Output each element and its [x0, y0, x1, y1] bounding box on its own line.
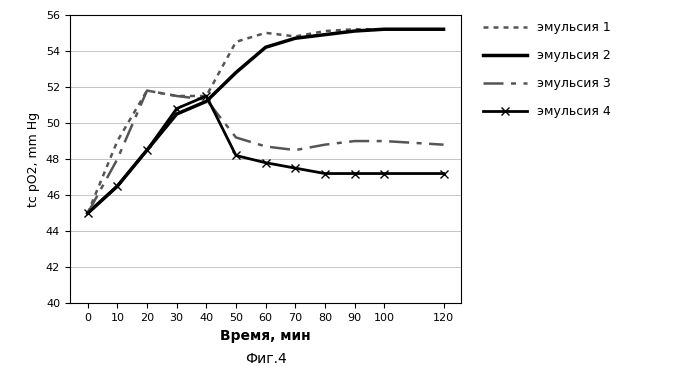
эмульсия 4: [350, 171, 359, 176]
эмульсия 2: [143, 148, 151, 152]
эмульсия 1: [350, 27, 359, 31]
Line: эмульсия 4: эмульсия 4: [83, 92, 448, 218]
X-axis label: Время, мин: Время, мин: [220, 329, 311, 343]
эмульсия 2: [113, 184, 122, 188]
эмульсия 1: [261, 31, 270, 35]
эмульсия 4: [321, 171, 329, 176]
эмульсия 1: [291, 34, 299, 38]
эмульсия 1: [113, 139, 122, 143]
Line: эмульсия 3: эмульсия 3: [87, 91, 444, 213]
эмульсия 3: [291, 148, 299, 152]
эмульсия 2: [321, 33, 329, 37]
эмульсия 4: [202, 94, 210, 98]
эмульсия 4: [261, 161, 270, 165]
Line: эмульсия 1: эмульсия 1: [87, 29, 444, 213]
эмульсия 2: [83, 211, 92, 215]
эмульсия 3: [350, 139, 359, 143]
Legend: эмульсия 1, эмульсия 2, эмульсия 3, эмульсия 4: эмульсия 1, эмульсия 2, эмульсия 3, эмул…: [483, 21, 611, 118]
эмульсия 4: [291, 166, 299, 170]
эмульсия 1: [173, 94, 181, 98]
Text: Фиг.4: Фиг.4: [245, 352, 287, 366]
эмульсия 2: [202, 99, 210, 104]
эмульсия 2: [261, 45, 270, 50]
эмульсия 1: [232, 40, 240, 44]
эмульсия 1: [202, 94, 210, 98]
эмульсия 3: [232, 135, 240, 139]
эмульсия 4: [380, 171, 389, 176]
эмульсия 2: [291, 36, 299, 40]
эмульсия 1: [143, 88, 151, 93]
эмульсия 3: [440, 142, 448, 147]
эмульсия 1: [83, 211, 92, 215]
эмульсия 4: [440, 171, 448, 176]
эмульсия 3: [113, 157, 122, 161]
эмульсия 4: [83, 211, 92, 215]
эмульсия 3: [321, 142, 329, 147]
эмульсия 4: [173, 106, 181, 111]
эмульсия 3: [261, 144, 270, 149]
эмульсия 1: [440, 27, 448, 31]
Line: эмульсия 2: эмульсия 2: [87, 29, 444, 213]
эмульсия 4: [143, 148, 151, 152]
эмульсия 4: [232, 153, 240, 158]
эмульсия 2: [173, 112, 181, 116]
эмульсия 3: [380, 139, 389, 143]
Y-axis label: tc pO2, mm Hg: tc pO2, mm Hg: [27, 111, 41, 207]
эмульсия 4: [113, 184, 122, 188]
эмульсия 3: [143, 88, 151, 93]
эмульсия 1: [380, 27, 389, 31]
эмульсия 3: [83, 211, 92, 215]
эмульсия 3: [173, 94, 181, 98]
эмульсия 3: [202, 97, 210, 102]
эмульсия 2: [440, 27, 448, 31]
эмульсия 1: [321, 29, 329, 33]
эмульсия 2: [380, 27, 389, 31]
эмульсия 2: [350, 29, 359, 33]
эмульсия 2: [232, 70, 240, 75]
